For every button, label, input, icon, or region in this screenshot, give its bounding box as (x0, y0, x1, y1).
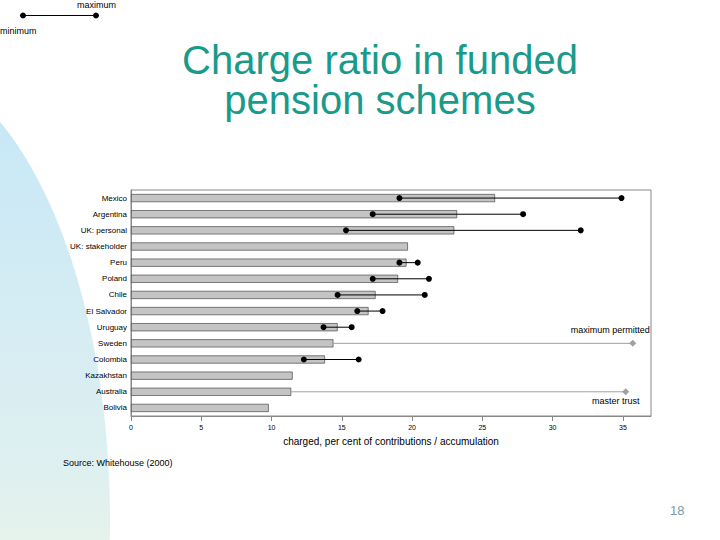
svg-text:Mexico: Mexico (102, 194, 128, 203)
svg-text:10: 10 (268, 424, 276, 431)
svg-text:El Salvador: El Salvador (86, 307, 127, 316)
svg-text:UK: stakeholder: UK: stakeholder (70, 242, 127, 251)
svg-text:charged, per cent of contribut: charged, per cent of contributions / acc… (283, 436, 499, 447)
svg-text:Uruguay: Uruguay (97, 323, 127, 332)
svg-text:20: 20 (408, 424, 416, 431)
svg-text:maximum: maximum (77, 0, 116, 10)
svg-text:25: 25 (478, 424, 486, 431)
svg-text:Sweden: Sweden (98, 339, 127, 348)
svg-text:Peru: Peru (110, 258, 127, 267)
svg-text:maximum permitted: maximum permitted (571, 325, 650, 335)
svg-text:Poland: Poland (102, 274, 127, 283)
svg-text:Argentina: Argentina (93, 210, 128, 219)
svg-text:UK: personal: UK: personal (81, 226, 127, 235)
html-text:Charge ratio in funded pension: Charge ratio in funded pension schemes (182, 38, 578, 122)
svg-text:35: 35 (619, 424, 627, 431)
svg-text:30: 30 (549, 424, 557, 431)
svg-text:Bolivia: Bolivia (103, 403, 127, 412)
svg-text:Chile: Chile (109, 290, 128, 299)
svg-text:Kazakhstan: Kazakhstan (85, 371, 127, 380)
svg-text:master trust: master trust (592, 396, 640, 406)
svg-text:5: 5 (199, 424, 203, 431)
svg-text:minimum: minimum (0, 26, 37, 36)
svg-text:Australia: Australia (96, 387, 128, 396)
html-text:Source: Whitehouse (2000): Source: Whitehouse (2000) (63, 458, 173, 468)
svg-text:0: 0 (129, 424, 133, 431)
svg-text:Colombia: Colombia (93, 355, 127, 364)
html-text:18: 18 (670, 503, 685, 518)
svg-text:15: 15 (338, 424, 346, 431)
